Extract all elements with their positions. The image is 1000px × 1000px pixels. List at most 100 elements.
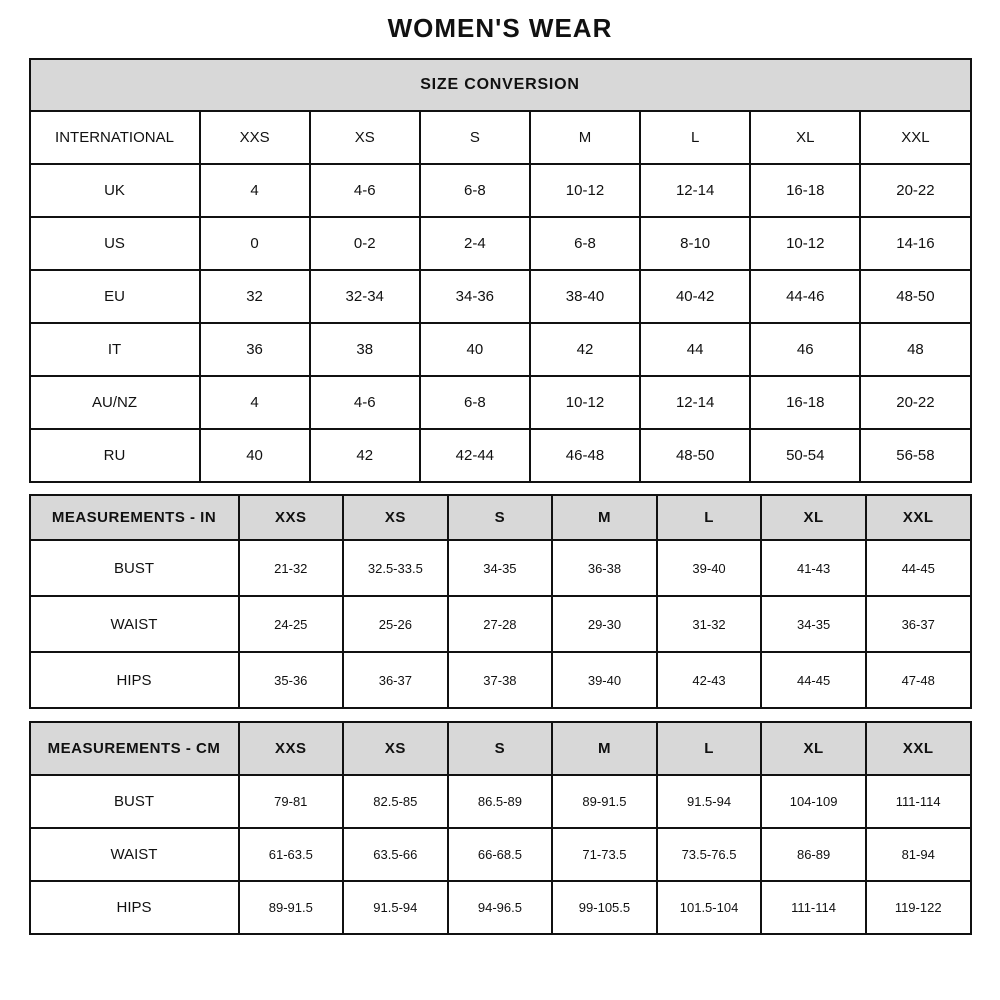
table-cell: 44-45	[760, 651, 867, 709]
table-cell: 20-22	[859, 375, 972, 430]
table-cell: 29-30	[551, 595, 658, 653]
table-row-waist-cm: WAIST 61-63.5 63.5-66 66-68.5 71-73.5 73…	[28, 827, 972, 882]
table-cell: 40	[418, 322, 531, 377]
table-cell: 71-73.5	[551, 827, 658, 882]
column-header-xs: XS	[342, 721, 449, 776]
table-cell: 38-40	[528, 269, 642, 324]
column-header-m: M	[528, 110, 642, 165]
column-header-m: M	[551, 494, 658, 541]
table-cell: 12-14	[639, 163, 752, 218]
table-cell: 91.5-94	[342, 880, 449, 935]
table-cell: 4	[198, 375, 311, 430]
table-cell: 48-50	[639, 428, 752, 483]
table-cell: 40-42	[639, 269, 752, 324]
table-cell: 41-43	[760, 539, 867, 597]
table-cell: 104-109	[760, 774, 867, 829]
table-row-it: IT 36 38 40 42 44 46 48	[28, 322, 972, 377]
table-cell: 44-45	[864, 539, 972, 597]
table-cell: 48	[859, 322, 972, 377]
column-header-xxl: XXL	[859, 110, 972, 165]
table-row-bust-cm: BUST 79-81 82.5-85 86.5-89 89-91.5 91.5-…	[28, 774, 972, 829]
size-conversion-table: SIZE CONVERSION INTERNATIONAL XXS XS S M…	[28, 58, 972, 483]
table-cell: 73.5-76.5	[655, 827, 763, 882]
table-cell: 32-34	[308, 269, 421, 324]
column-header-xs: XS	[342, 494, 449, 541]
column-header-s: S	[446, 721, 554, 776]
table-cell: 4-6	[308, 163, 421, 218]
table-cell: 16-18	[749, 375, 862, 430]
row-label-bust: BUST	[28, 539, 240, 597]
table-cell: 39-40	[655, 539, 763, 597]
column-header-xl: XL	[749, 110, 862, 165]
table-cell: 44	[639, 322, 752, 377]
table-cell: 31-32	[655, 595, 763, 653]
table-cell: 6-8	[418, 375, 531, 430]
table-cell: 63.5-66	[342, 827, 449, 882]
measurements-in-title: MEASUREMENTS - IN	[28, 494, 240, 541]
table-cell: 24-25	[237, 595, 345, 653]
table-cell: 89-91.5	[237, 880, 345, 935]
table-cell: 0	[198, 216, 311, 271]
table-cell: 16-18	[749, 163, 862, 218]
table-cell: 0-2	[308, 216, 421, 271]
row-label-ru: RU	[28, 428, 201, 483]
table-cell: 42	[528, 322, 642, 377]
table-cell: 86.5-89	[446, 774, 554, 829]
table-cell: 79-81	[237, 774, 345, 829]
column-header-international: INTERNATIONAL	[28, 110, 201, 165]
row-label-us: US	[28, 216, 201, 271]
table-cell: 25-26	[342, 595, 449, 653]
table-cell: 36-37	[342, 651, 449, 709]
column-header-s: S	[418, 110, 531, 165]
size-conversion-title-row: SIZE CONVERSION	[28, 58, 972, 112]
table-cell: 61-63.5	[237, 827, 345, 882]
table-row-us: US 0 0-2 2-4 6-8 8-10 10-12 14-16	[28, 216, 972, 271]
column-header-xs: XS	[308, 110, 421, 165]
table-cell: 40	[198, 428, 311, 483]
row-label-waist: WAIST	[28, 827, 240, 882]
table-cell: 48-50	[859, 269, 972, 324]
table-cell: 32.5-33.5	[342, 539, 449, 597]
table-cell: 39-40	[551, 651, 658, 709]
table-row-hips-cm: HIPS 89-91.5 91.5-94 94-96.5 99-105.5 10…	[28, 880, 972, 935]
column-header-xxl: XXL	[864, 494, 972, 541]
row-label-hips: HIPS	[28, 880, 240, 935]
measurements-in-header-row: MEASUREMENTS - IN XXS XS S M L XL XXL	[28, 494, 972, 541]
table-cell: 6-8	[528, 216, 642, 271]
column-header-xl: XL	[760, 494, 867, 541]
table-cell: 99-105.5	[551, 880, 658, 935]
table-cell: 34-36	[418, 269, 531, 324]
table-row-bust-in: BUST 21-32 32.5-33.5 34-35 36-38 39-40 4…	[28, 539, 972, 597]
table-row-hips-in: HIPS 35-36 36-37 37-38 39-40 42-43 44-45…	[28, 651, 972, 709]
column-header-l: L	[655, 721, 763, 776]
column-header-l: L	[639, 110, 752, 165]
table-cell: 46-48	[528, 428, 642, 483]
table-cell: 6-8	[418, 163, 531, 218]
content-area: WOMEN'S WEAR SIZE CONVERSION INTERNATION…	[28, 0, 972, 935]
table-cell: 46	[749, 322, 862, 377]
table-cell: 21-32	[237, 539, 345, 597]
column-header-m: M	[551, 721, 658, 776]
table-row-waist-in: WAIST 24-25 25-26 27-28 29-30 31-32 34-3…	[28, 595, 972, 653]
table-row-ru: RU 40 42 42-44 46-48 48-50 50-54 56-58	[28, 428, 972, 483]
table-cell: 8-10	[639, 216, 752, 271]
column-header-s: S	[446, 494, 554, 541]
table-cell: 86-89	[760, 827, 867, 882]
table-cell: 4	[198, 163, 311, 218]
table-cell: 44-46	[749, 269, 862, 324]
table-cell: 42-44	[418, 428, 531, 483]
row-label-uk: UK	[28, 163, 201, 218]
table-cell: 119-122	[864, 880, 972, 935]
table-cell: 66-68.5	[446, 827, 554, 882]
table-cell: 4-6	[308, 375, 421, 430]
row-label-bust: BUST	[28, 774, 240, 829]
table-cell: 111-114	[864, 774, 972, 829]
table-cell: 37-38	[446, 651, 554, 709]
table-cell: 38	[308, 322, 421, 377]
table-cell: 10-12	[528, 375, 642, 430]
table-row-aunz: AU/NZ 4 4-6 6-8 10-12 12-14 16-18 20-22	[28, 375, 972, 430]
table-row-eu: EU 32 32-34 34-36 38-40 40-42 44-46 48-5…	[28, 269, 972, 324]
size-conversion-column-header-row: INTERNATIONAL XXS XS S M L XL XXL	[28, 110, 972, 165]
table-cell: 82.5-85	[342, 774, 449, 829]
